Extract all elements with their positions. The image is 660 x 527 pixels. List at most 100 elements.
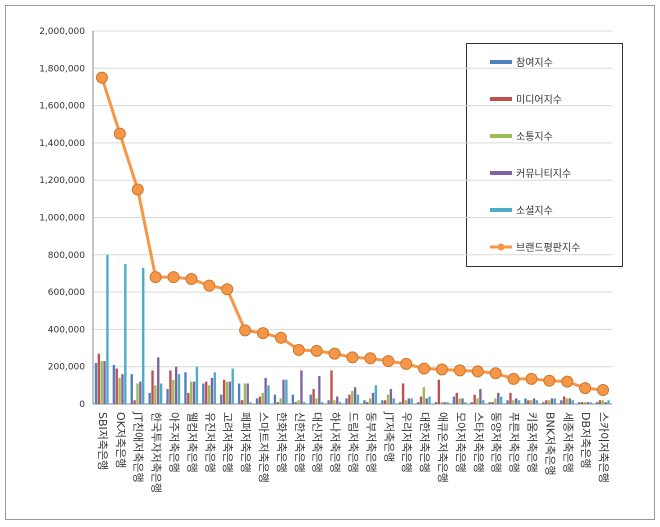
bar — [330, 370, 333, 404]
bar — [318, 376, 321, 404]
bar — [327, 400, 330, 404]
bar — [297, 400, 300, 404]
bar — [455, 392, 458, 404]
bar — [228, 381, 232, 404]
bar — [285, 379, 288, 404]
bar — [195, 366, 199, 404]
bar — [530, 400, 533, 404]
y-tick-label: 1,800,000 — [39, 64, 85, 74]
bar — [470, 402, 473, 404]
bar — [416, 402, 420, 404]
bar — [133, 400, 136, 404]
bar — [97, 353, 101, 404]
bar — [392, 398, 395, 404]
bar — [589, 402, 592, 404]
bar — [583, 402, 587, 404]
bar — [348, 394, 351, 404]
bar — [512, 400, 515, 404]
bar — [213, 372, 216, 404]
bar — [464, 402, 467, 404]
bar — [560, 400, 563, 404]
bar — [404, 400, 408, 404]
line-point — [579, 382, 592, 395]
bar — [410, 398, 413, 404]
legend-label: 소셜지수 — [516, 205, 553, 217]
bar — [383, 400, 387, 404]
line-point — [364, 352, 377, 365]
x-tick-label: 동양저축은행 — [490, 412, 503, 473]
bar — [353, 387, 357, 404]
bar — [333, 400, 336, 404]
bar — [443, 402, 446, 404]
bar — [187, 392, 190, 404]
bar — [517, 400, 521, 404]
bar — [565, 398, 569, 404]
bar — [118, 377, 121, 404]
x-tick-label: 고려저축은행 — [221, 412, 234, 473]
bar — [568, 398, 572, 404]
line-point — [167, 271, 180, 284]
y-tick-label: 1,400,000 — [39, 139, 85, 149]
bar — [363, 400, 366, 404]
bar — [142, 267, 145, 404]
x-tick-label: 한국투자저축은행 — [150, 412, 163, 493]
line-point — [149, 271, 162, 284]
bar — [386, 394, 390, 404]
bar — [345, 398, 348, 404]
x-tick-label: DB저축은행 — [579, 412, 592, 469]
line-point — [292, 343, 305, 356]
x-tick-label: 세종저축은행 — [561, 412, 574, 473]
line-point — [543, 374, 556, 387]
bar — [154, 385, 157, 404]
bar — [261, 392, 264, 404]
bar — [246, 383, 249, 404]
legend-swatch — [490, 134, 512, 138]
bar — [279, 398, 282, 404]
bar — [532, 398, 536, 404]
line-point — [418, 362, 431, 375]
line-point — [328, 347, 341, 360]
bar — [205, 381, 208, 404]
bar — [547, 400, 551, 404]
x-tick-label: 한화저축은행 — [275, 412, 288, 473]
line-point — [471, 365, 484, 378]
bar — [225, 381, 229, 404]
bar — [264, 377, 267, 404]
line-point — [131, 183, 144, 196]
bar — [399, 402, 402, 404]
bar — [249, 402, 252, 404]
bar — [401, 383, 405, 404]
bar — [571, 400, 574, 404]
bar — [407, 398, 410, 404]
bar — [479, 389, 482, 404]
bar — [184, 372, 187, 404]
bar — [595, 402, 599, 404]
bar — [192, 381, 196, 404]
bar — [240, 400, 244, 404]
bar — [550, 398, 554, 404]
bar — [374, 385, 378, 404]
bar — [294, 402, 297, 404]
line-point — [113, 127, 126, 140]
bar — [338, 402, 342, 404]
line-point — [221, 283, 234, 296]
bar — [419, 396, 423, 404]
line-point — [346, 351, 359, 364]
bar — [207, 385, 211, 404]
y-tick-label: 2,000,000 — [39, 27, 85, 37]
bar — [562, 396, 566, 404]
x-tick-label: 대신저축은행 — [311, 412, 324, 473]
bar — [100, 361, 103, 404]
bar — [336, 396, 339, 404]
bar — [440, 402, 443, 404]
bar — [437, 379, 441, 404]
bar — [159, 383, 163, 404]
bar — [189, 381, 193, 404]
legend-swatch — [490, 97, 512, 101]
line-point — [185, 273, 198, 286]
x-tick-label: 애큐온저축은행 — [436, 412, 449, 483]
x-tick-label: 키움저축은행 — [525, 412, 538, 473]
bar — [255, 398, 259, 404]
bar — [177, 374, 181, 404]
bar — [273, 394, 277, 404]
